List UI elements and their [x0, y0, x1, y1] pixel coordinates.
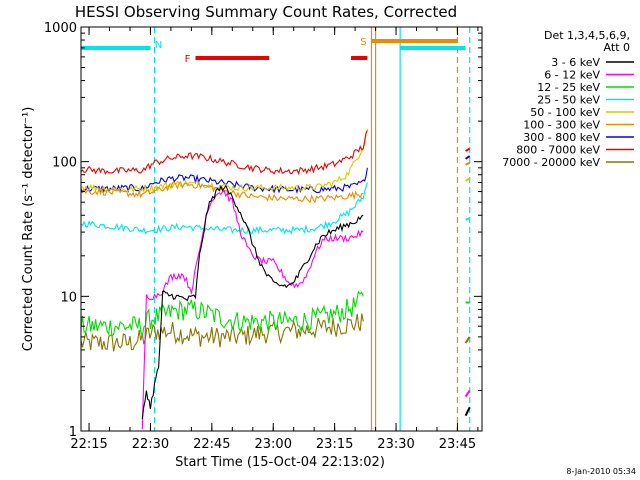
series-line-3	[80, 182, 368, 235]
series-line-6	[80, 167, 368, 194]
legend-label-0: 3 - 6 keV	[551, 56, 600, 69]
series-late-1	[464, 389, 471, 398]
legend-label-5: 100 - 300 keV	[523, 119, 600, 132]
legend-label-6: 300 - 800 keV	[523, 131, 600, 144]
legend-subtitle: Att 0	[604, 41, 630, 54]
legend-label-1: 6 - 12 keV	[544, 69, 600, 82]
legend-label-2: 12 - 25 keV	[537, 81, 600, 94]
x-tick-label-23:15: 23:15	[316, 437, 353, 452]
y-axis-label: Corrected Count Rate (s⁻¹ detector⁻¹)	[21, 107, 36, 352]
series-line-8	[80, 313, 364, 352]
x-tick-label-22:45: 22:45	[193, 437, 230, 452]
legend-title: Det 1,3,4,5,6,9,	[544, 29, 630, 42]
series-line-1	[141, 189, 364, 430]
flag-F-label: F	[185, 54, 191, 65]
y-tick-label-100: 100	[52, 156, 77, 171]
y-tick-label-1: 1	[69, 425, 77, 440]
y-tick-label-10: 10	[60, 290, 77, 305]
series-late-3	[465, 217, 471, 221]
legend-label-4: 50 - 100 keV	[530, 106, 600, 119]
x-tick-label-23:30: 23:30	[377, 437, 414, 452]
legend-label-3: 25 - 50 keV	[537, 94, 600, 107]
x-tick-label-23:00: 23:00	[255, 437, 292, 452]
series-line-0	[141, 184, 364, 420]
series-late-7	[465, 147, 471, 152]
plot-frame	[80, 26, 483, 432]
x-tick-label-22:30: 22:30	[132, 437, 169, 452]
series-line-7	[80, 130, 368, 176]
series-line-4	[80, 128, 368, 194]
y-tick-label-1000: 1000	[44, 21, 77, 36]
timestamp: 8-Jan-2010 05:34	[566, 467, 636, 476]
x-tick-label-23:45: 23:45	[439, 437, 476, 452]
x-tick-label-22:15: 22:15	[70, 437, 107, 452]
flag-N-label: N	[155, 40, 162, 51]
series-late-0	[464, 406, 471, 417]
legend-label-8: 7000 - 20000 keV	[502, 156, 600, 169]
chart-title: HESSI Observing Summary Count Rates, Cor…	[75, 3, 457, 21]
series-late-5	[465, 161, 471, 166]
series-late-8	[464, 336, 471, 344]
series-line-2	[80, 290, 364, 338]
legend-label-7: 800 - 7000 keV	[516, 144, 600, 157]
flag-S-label: S	[360, 37, 366, 48]
series-late-6	[465, 155, 471, 160]
x-axis-label: Start Time (15-Oct-04 22:13:02)	[175, 455, 385, 470]
series-late-4	[465, 177, 471, 182]
